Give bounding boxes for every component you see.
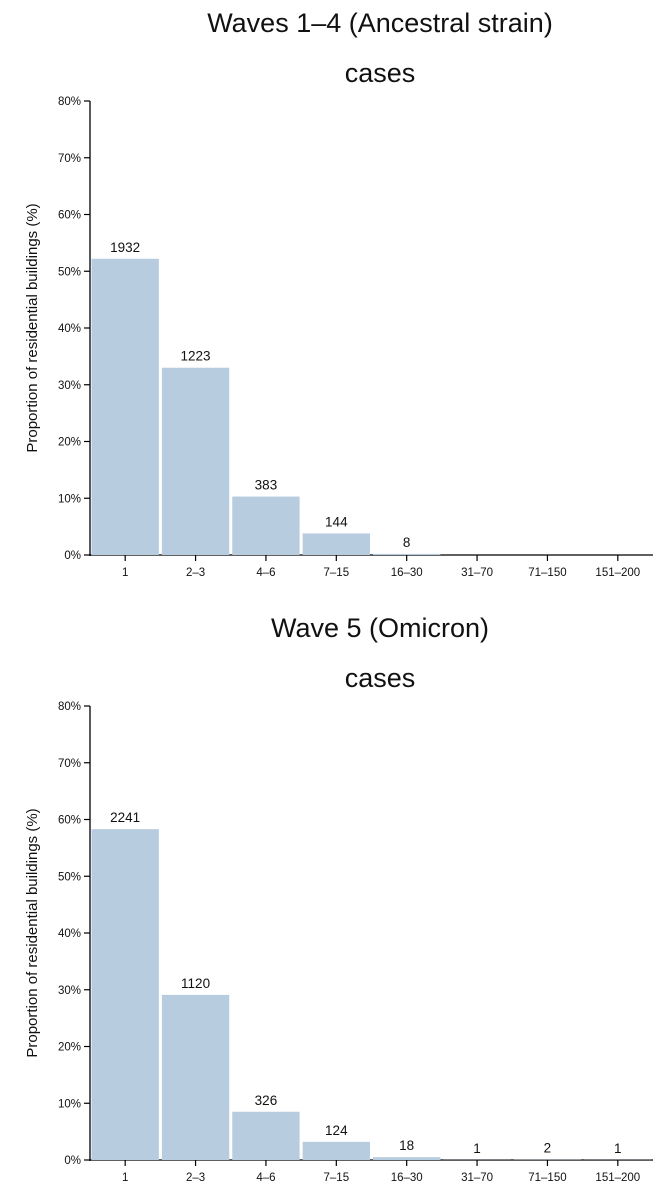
chart-title: Waves 1–4 (Ancestral strain) [207,8,553,38]
x-tick-label: 1 [122,1172,128,1184]
chart-subtitle: cases [344,58,416,88]
x-tick-label: 71–150 [528,1172,566,1184]
bar-2 [232,496,300,555]
bar-value-label: 1120 [181,976,210,991]
y-tick-label: 40% [58,928,81,940]
bar-value-label: 383 [255,478,278,493]
y-tick-label: 10% [58,1098,81,1110]
bar-value-label: 1932 [110,240,140,255]
x-tick-label: 4–6 [256,567,275,579]
x-tick-label: 4–6 [256,1172,275,1184]
x-tick-label: 31–70 [461,1172,493,1184]
x-tick-label: 7–15 [324,1172,350,1184]
bar-1 [161,367,230,555]
y-tick-label: 10% [58,493,81,505]
bar-3 [302,1141,370,1160]
chart-subtitle: cases [344,663,416,693]
bar-value-label: 326 [255,1093,278,1108]
bar-value-label: 124 [325,1123,348,1138]
y-tick-label: 70% [58,153,81,165]
y-tick-label: 0% [64,1155,81,1167]
y-tick-label: 0% [64,550,81,562]
bar-value-label: 2 [544,1141,552,1156]
y-tick-label: 50% [58,871,81,883]
y-axis-label: Proportion of residential buildings (%) [24,808,41,1057]
y-tick-label: 20% [58,437,81,449]
chart-panel-wave-5: Wave 5 (Omicron) cases 0% 10% 20% 30% 40% 50%… [0,605,664,1200]
y-tick-label: 60% [58,815,81,827]
bar-1 [161,994,230,1160]
bar-value-label: 8 [403,535,411,550]
y-tick-label: 70% [58,758,81,770]
y-axis-label: Proportion of residential buildings (%) [24,203,41,452]
x-tick-label: 31–70 [461,567,493,579]
bar-value-label: 1223 [181,349,211,364]
y-tick-label: 50% [58,266,81,278]
x-tick-label: 2–3 [186,567,205,579]
bar-value-label: 1 [614,1141,622,1156]
chart-title: Wave 5 (Omicron) [270,613,490,643]
x-tick-label: 16–30 [391,567,423,579]
bar-3 [302,533,370,555]
bar-value-label: 2241 [110,810,140,825]
y-tick-label: 80% [58,96,81,108]
bar-chart-waves-1-4: 0% 10% 20% 30% 40% 50% 60% 70% 80% Proportion of … [24,96,653,579]
chart-panel-waves-1-4: Waves 1–4 (Ancestral strain) cases 0% 10%… [0,0,664,590]
x-tick-label: 2–3 [186,1172,205,1184]
y-tick-label: 20% [58,1042,81,1054]
bar-value-label: 1 [473,1141,481,1156]
x-tick-label: 71–150 [528,567,566,579]
y-tick-label: 60% [58,210,81,222]
x-tick-label: 151–200 [595,1172,640,1184]
y-tick-label: 80% [58,701,81,713]
bar-4 [373,553,441,555]
bar-0 [91,258,159,555]
x-tick-label: 1 [122,567,128,579]
bar-value-label: 18 [399,1138,414,1153]
bar-value-label: 144 [325,514,348,529]
x-tick-label: 16–30 [391,1172,423,1184]
x-tick-label: 7–15 [324,567,350,579]
bar-0 [91,829,159,1160]
y-tick-label: 40% [58,323,81,335]
bar-2 [232,1111,300,1160]
x-tick-label: 151–200 [595,567,640,579]
y-tick-label: 30% [58,985,81,997]
bar-chart-wave-5: 0% 10% 20% 30% 40% 50% 60% 70% 80% Proportion of … [24,701,653,1184]
y-tick-label: 30% [58,380,81,392]
bar-4 [373,1157,441,1160]
